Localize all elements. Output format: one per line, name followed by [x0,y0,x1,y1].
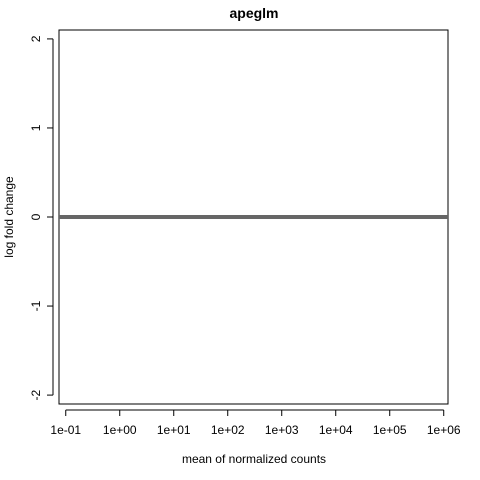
x-axis: 1e-01 1e+00 1e+01 1e+02 1e+03 1e+04 1e+05 1e+06 [50,409,461,437]
x-tick-label: 1e+01 [157,423,191,437]
x-tick-label: 1e+03 [265,423,299,437]
y-tick-label: -1 [29,300,43,311]
x-tick-label: 1e-01 [50,423,81,437]
x-tick-label: 1e+06 [427,423,461,437]
x-tick-label: 1e+05 [373,423,407,437]
y-axis: -2 -1 0 1 2 [29,35,54,400]
x-tick-label: 1e+00 [103,423,137,437]
y-tick-label: 0 [29,213,43,220]
x-tick-label: 1e+04 [319,423,353,437]
x-axis-label: mean of normalized counts [182,452,326,466]
y-axis-label: log fold change [2,176,16,258]
y-tick-label: -2 [29,389,43,400]
y-tick-label: 1 [29,124,43,131]
chart-title: apeglm [229,5,278,21]
x-tick-label: 1e+02 [211,423,245,437]
y-tick-label: 2 [29,35,43,42]
